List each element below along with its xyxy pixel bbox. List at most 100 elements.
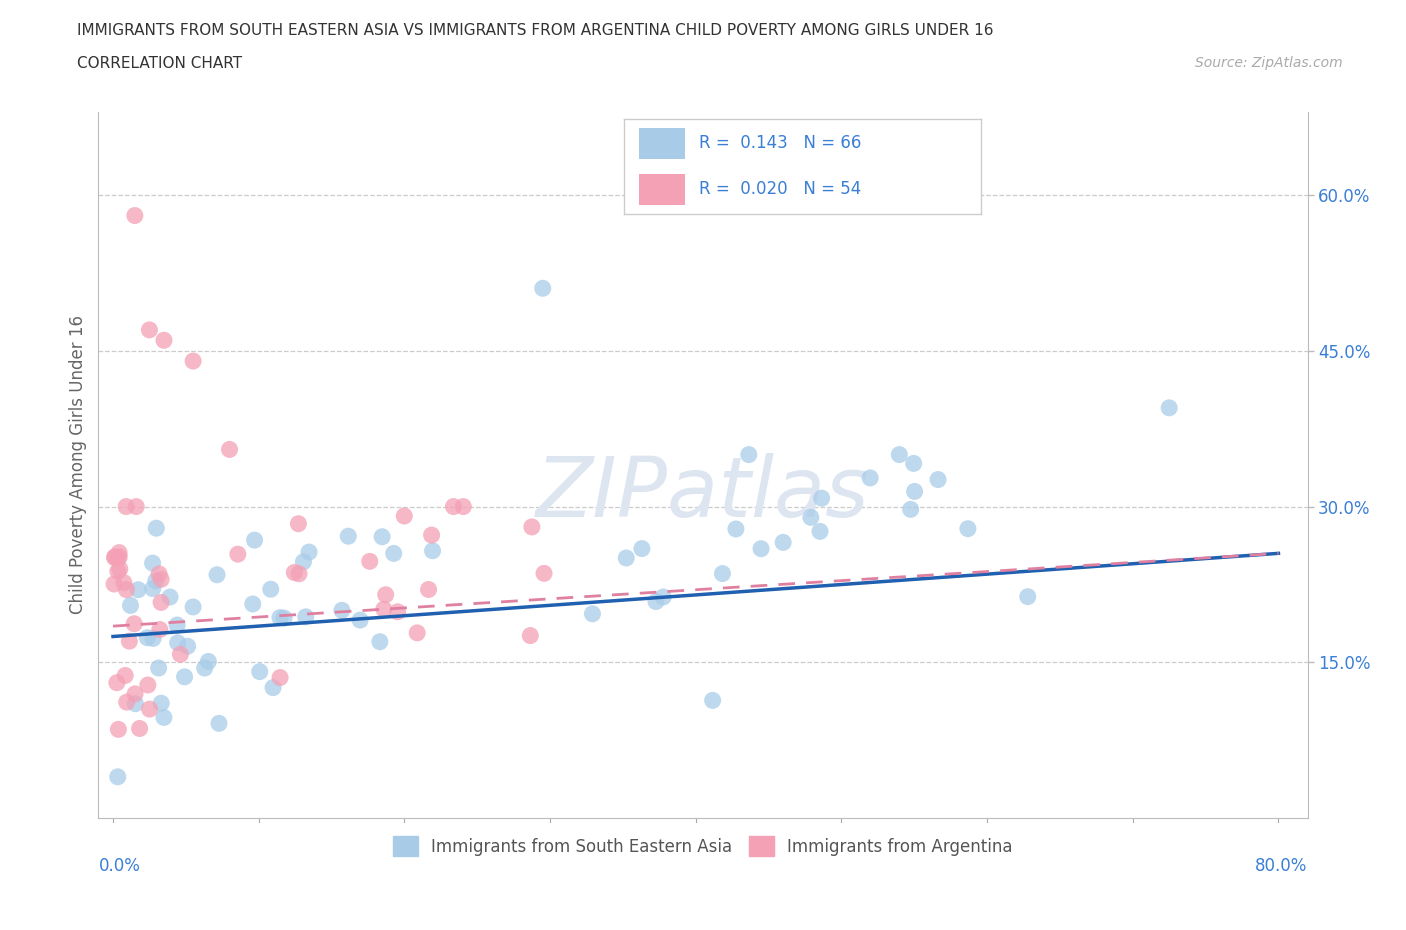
Text: 80.0%: 80.0%: [1256, 857, 1308, 875]
Point: [150, 595, 173, 610]
Point: [243, 533, 266, 548]
Point: [194, 660, 217, 675]
Point: [808, 524, 831, 538]
Point: [153, 710, 176, 724]
Point: [226, 547, 249, 562]
Point: [724, 522, 747, 537]
Point: [142, 581, 165, 596]
Point: [105, 675, 128, 690]
Point: [520, 520, 543, 535]
Point: [533, 566, 555, 581]
Point: [138, 323, 160, 338]
Point: [889, 447, 911, 462]
Point: [292, 554, 315, 569]
Point: [956, 522, 979, 537]
Point: [125, 499, 148, 514]
Point: [181, 600, 204, 615]
Point: [104, 551, 127, 565]
Point: [631, 541, 654, 556]
Point: [115, 499, 138, 514]
Point: [197, 654, 219, 669]
Point: [181, 353, 204, 368]
Point: [1159, 401, 1181, 416]
Point: [103, 577, 125, 591]
Point: [166, 635, 188, 650]
Point: [150, 696, 173, 711]
Point: [387, 604, 409, 619]
Point: [859, 471, 882, 485]
Point: [115, 582, 138, 597]
Point: [283, 565, 305, 580]
Point: [249, 664, 271, 679]
Point: [903, 456, 925, 471]
Point: [107, 769, 129, 784]
Point: [124, 208, 146, 223]
Point: [108, 550, 131, 565]
Point: [142, 631, 165, 645]
Point: [738, 447, 761, 462]
Point: [242, 596, 264, 611]
Text: CORRELATION CHART: CORRELATION CHART: [77, 56, 242, 71]
Point: [124, 686, 146, 701]
Point: [107, 564, 129, 578]
Point: [614, 551, 637, 565]
Point: [142, 555, 165, 570]
Point: [205, 567, 228, 582]
Point: [136, 678, 159, 693]
Point: [702, 693, 724, 708]
Point: [108, 545, 131, 560]
Point: [453, 499, 475, 514]
Point: [269, 671, 291, 685]
Text: Source: ZipAtlas.com: Source: ZipAtlas.com: [1195, 56, 1343, 70]
Point: [273, 611, 295, 626]
Point: [927, 472, 949, 487]
Point: [652, 590, 675, 604]
Point: [107, 722, 129, 737]
Point: [260, 582, 283, 597]
Point: [176, 639, 198, 654]
Point: [149, 622, 172, 637]
Point: [169, 647, 191, 662]
Text: IMMIGRANTS FROM SOUTH EASTERN ASIA VS IMMIGRANTS FROM ARGENTINA CHILD POVERTY AM: IMMIGRANTS FROM SOUTH EASTERN ASIA VS IM…: [77, 23, 994, 38]
Point: [145, 521, 167, 536]
Point: [749, 541, 772, 556]
Point: [108, 562, 131, 577]
Point: [904, 484, 927, 498]
Point: [359, 554, 381, 569]
Point: [443, 499, 465, 514]
Point: [711, 566, 734, 581]
Point: [298, 545, 321, 560]
Point: [136, 631, 159, 645]
Point: [531, 281, 554, 296]
Point: [373, 602, 395, 617]
Point: [519, 628, 541, 643]
Point: [420, 527, 443, 542]
Point: [148, 566, 170, 581]
Point: [262, 680, 284, 695]
Point: [122, 617, 145, 631]
Point: [112, 575, 135, 590]
Point: [159, 590, 181, 604]
Point: [800, 510, 823, 525]
Point: [1017, 590, 1039, 604]
Point: [422, 543, 444, 558]
Point: [173, 670, 195, 684]
Point: [382, 546, 405, 561]
Point: [418, 582, 440, 597]
Point: [368, 634, 391, 649]
Point: [124, 697, 146, 711]
Text: 0.0%: 0.0%: [98, 857, 141, 875]
Point: [394, 509, 416, 524]
Text: ZIPatlas: ZIPatlas: [536, 453, 870, 534]
Point: [150, 572, 173, 587]
Point: [294, 609, 316, 624]
Point: [148, 660, 170, 675]
Point: [269, 610, 291, 625]
Point: [120, 598, 142, 613]
Point: [114, 668, 136, 683]
Point: [118, 633, 141, 648]
Y-axis label: Child Poverty Among Girls Under 16: Child Poverty Among Girls Under 16: [69, 315, 87, 615]
Point: [406, 625, 429, 640]
Point: [128, 721, 150, 736]
Point: [288, 566, 311, 581]
